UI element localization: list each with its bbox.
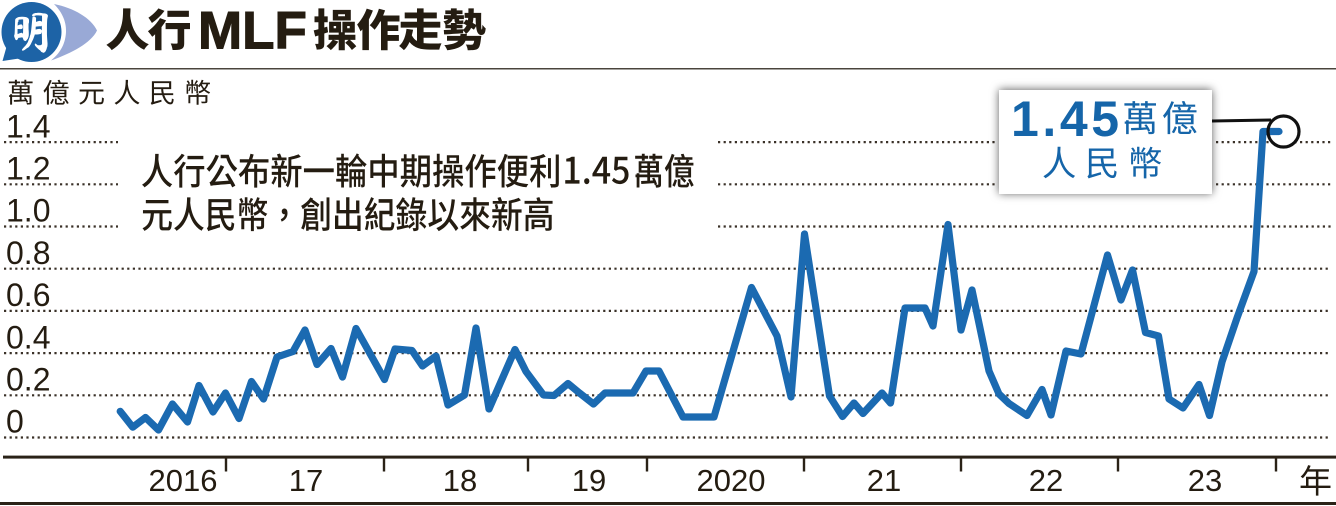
svg-text:17: 17 (289, 463, 323, 498)
svg-text:1.2: 1.2 (6, 151, 50, 187)
svg-text:21: 21 (867, 463, 901, 498)
svg-text:22: 22 (1029, 463, 1063, 498)
svg-text:MLF: MLF (198, 1, 307, 60)
svg-text:19: 19 (572, 463, 606, 498)
svg-text:0.6: 0.6 (6, 277, 50, 313)
svg-text:0.8: 0.8 (6, 235, 50, 271)
svg-text:1.45: 1.45 (1011, 91, 1123, 147)
svg-text:0.2: 0.2 (6, 362, 50, 398)
svg-text:2020: 2020 (697, 463, 766, 498)
svg-text:23: 23 (1188, 463, 1222, 498)
svg-text:18: 18 (443, 463, 477, 498)
svg-text:2016: 2016 (149, 463, 218, 498)
svg-text:0: 0 (6, 404, 24, 440)
svg-text:0.4: 0.4 (6, 319, 50, 355)
svg-text:1.4: 1.4 (6, 108, 50, 144)
svg-text:1.0: 1.0 (6, 193, 50, 229)
